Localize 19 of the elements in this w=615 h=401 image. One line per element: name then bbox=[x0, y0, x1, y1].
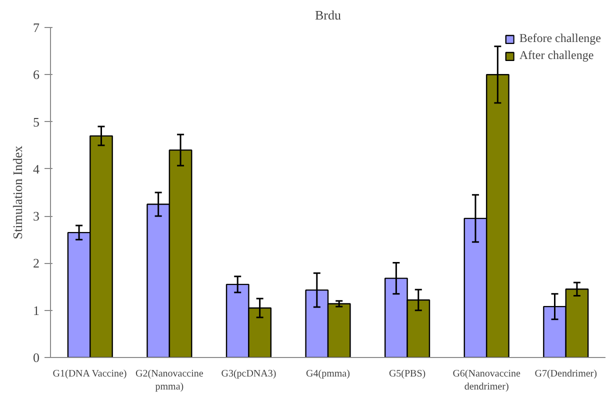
y-tick-label: 0 bbox=[33, 350, 40, 365]
y-tick-label: 3 bbox=[33, 208, 40, 224]
y-tick-label: 1 bbox=[33, 302, 40, 318]
x-tick-label: G3(pcDNA3) bbox=[221, 368, 276, 380]
y-axis-title: Stimulation Index bbox=[10, 145, 25, 240]
x-tick-label: G1(DNA Vaccine) bbox=[52, 368, 127, 380]
chart-title: Brdu bbox=[315, 8, 342, 22]
y-tick-label: 6 bbox=[33, 67, 40, 82]
y-tick-label: 2 bbox=[33, 256, 40, 271]
x-tick-label: G7(Dendrimer) bbox=[534, 368, 597, 380]
x-tick-label: G2(Nanovaccine pmma) bbox=[136, 368, 204, 393]
x-tick-label: G5(PBS) bbox=[388, 368, 426, 380]
x-tick-label: G6(Nanovaccine dendrimer) bbox=[452, 368, 522, 393]
legend-label: After challenge bbox=[519, 48, 594, 63]
y-tick-label: 4 bbox=[33, 161, 40, 176]
y-tick-label: 7 bbox=[33, 20, 40, 35]
y-tick-label: 5 bbox=[33, 114, 40, 130]
x-tick-label: G4(pmma) bbox=[306, 368, 350, 380]
legend-label: Before challenge bbox=[519, 31, 601, 46]
